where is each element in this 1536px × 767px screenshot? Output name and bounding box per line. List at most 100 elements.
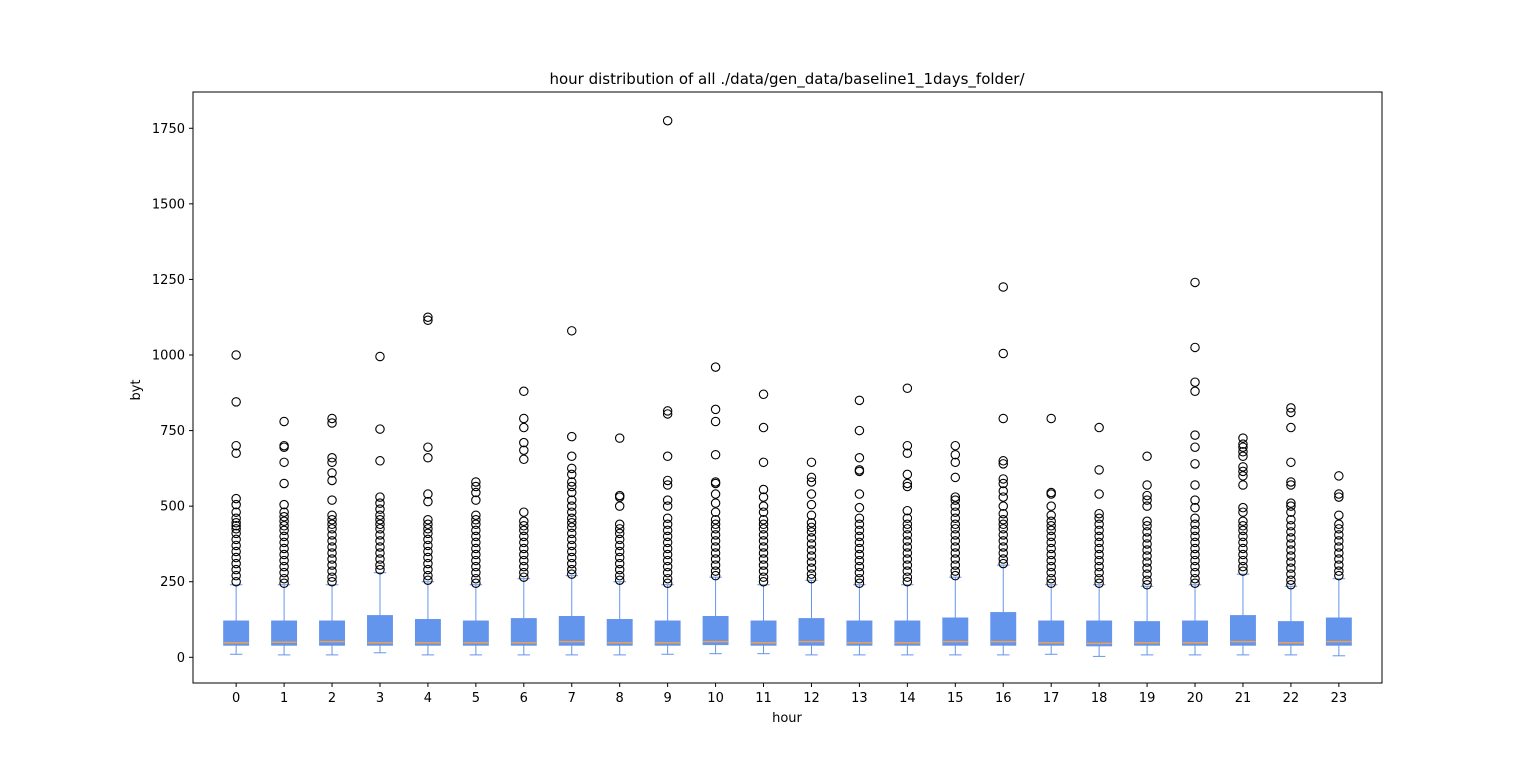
outlier-point (519, 454, 529, 465)
outlier-point (567, 326, 577, 336)
outlier-point (710, 542, 721, 552)
outlier-point (902, 478, 913, 489)
outlier-point (806, 518, 817, 528)
outlier-point (1238, 537, 1248, 548)
outlier-point (1094, 537, 1104, 548)
outlier-point (758, 560, 769, 570)
box-group-hour-19 (1134, 451, 1161, 656)
outlier-point (1046, 516, 1056, 527)
outlier-point (998, 542, 1008, 552)
outlier-point (519, 386, 529, 397)
outlier-point (1286, 545, 1296, 555)
outlier-point (1190, 543, 1200, 554)
outlier-point (423, 540, 433, 551)
y-tick-label: 1750 (152, 122, 185, 137)
outlier-point (662, 567, 673, 578)
outlier-point (1142, 539, 1152, 549)
outlier-point (1142, 569, 1152, 579)
outlier-point (1046, 413, 1056, 424)
x-tick-label: 11 (755, 691, 772, 706)
outlier-point (423, 575, 433, 585)
outlier-point (1286, 557, 1296, 567)
outlier-point (1046, 501, 1056, 511)
outlier-point (1094, 567, 1104, 578)
outlier-point (1142, 495, 1152, 505)
box (414, 619, 441, 646)
outlier-point (567, 518, 577, 528)
outlier-point (710, 570, 721, 581)
outlier-point (854, 519, 865, 530)
outlier-point (279, 578, 289, 588)
outlier-point (854, 525, 865, 536)
outlier-point (567, 501, 577, 511)
outlier-point (279, 531, 289, 542)
outlier-point (279, 478, 289, 489)
outlier-point (567, 431, 577, 442)
outlier-point (806, 551, 817, 561)
outlier-point (1238, 521, 1248, 531)
outlier-point (327, 536, 337, 546)
outlier-point (327, 495, 337, 505)
outlier-point (471, 525, 481, 536)
outlier-point (375, 519, 385, 530)
outlier-point (1286, 507, 1296, 517)
outlier-point (327, 453, 337, 463)
outlier-point (567, 528, 577, 539)
outlier-point (327, 576, 337, 587)
outlier-point (1238, 561, 1248, 572)
outlier-point (950, 519, 961, 530)
outlier-point (1046, 573, 1056, 584)
y-axis: 0 250 500 750 1000 1250 1500 1750 (152, 122, 193, 666)
box-group-hour-10 (702, 362, 729, 655)
outlier-point (279, 573, 289, 584)
outlier-point (758, 548, 769, 558)
outlier-point (1190, 567, 1200, 578)
outlier-point (327, 475, 337, 486)
y-tick-label: 500 (160, 500, 185, 515)
outlier-point (1238, 471, 1248, 481)
outlier-point (854, 578, 865, 588)
outlier-point (854, 567, 865, 578)
outlier-point (806, 510, 817, 520)
outlier-point (1334, 524, 1344, 534)
outlier-point (614, 519, 625, 530)
outlier-point (1286, 457, 1296, 468)
outlier-point (231, 546, 241, 557)
outlier-point (1094, 508, 1104, 519)
outlier-point (375, 456, 385, 466)
outlier-point (231, 528, 241, 539)
outlier-point (614, 524, 625, 534)
outlier-point (471, 487, 481, 498)
outlier-point (950, 536, 961, 546)
outlier-point (279, 507, 289, 517)
outlier-point (710, 450, 721, 460)
outlier-point (327, 566, 337, 576)
box-group-hour-20 (1182, 277, 1208, 656)
outlier-point (710, 530, 721, 540)
outlier-point (710, 524, 721, 534)
x-tick-label: 0 (232, 691, 240, 706)
outlier-point (758, 542, 769, 552)
outlier-point (279, 567, 289, 578)
outlier-point (1190, 377, 1200, 387)
outlier-point (1334, 489, 1344, 499)
box (846, 620, 873, 646)
outlier-point (1046, 567, 1056, 578)
outlier-point (1142, 551, 1152, 561)
outlier-point (1334, 560, 1344, 570)
outlier-point (423, 315, 433, 325)
outlier-point (519, 507, 529, 517)
outlier-point (519, 567, 529, 578)
outlier-point (1190, 513, 1200, 523)
outlier-point (758, 484, 769, 495)
outlier-point (662, 513, 673, 523)
box (510, 618, 537, 646)
outlier-point (1238, 480, 1248, 490)
outlier-point (471, 537, 481, 548)
box (1182, 620, 1208, 646)
outlier-point (806, 563, 817, 573)
outlier-point (375, 542, 385, 552)
outlier-point (1286, 521, 1296, 531)
outlier-point (710, 498, 721, 508)
outlier-point (1190, 555, 1200, 566)
